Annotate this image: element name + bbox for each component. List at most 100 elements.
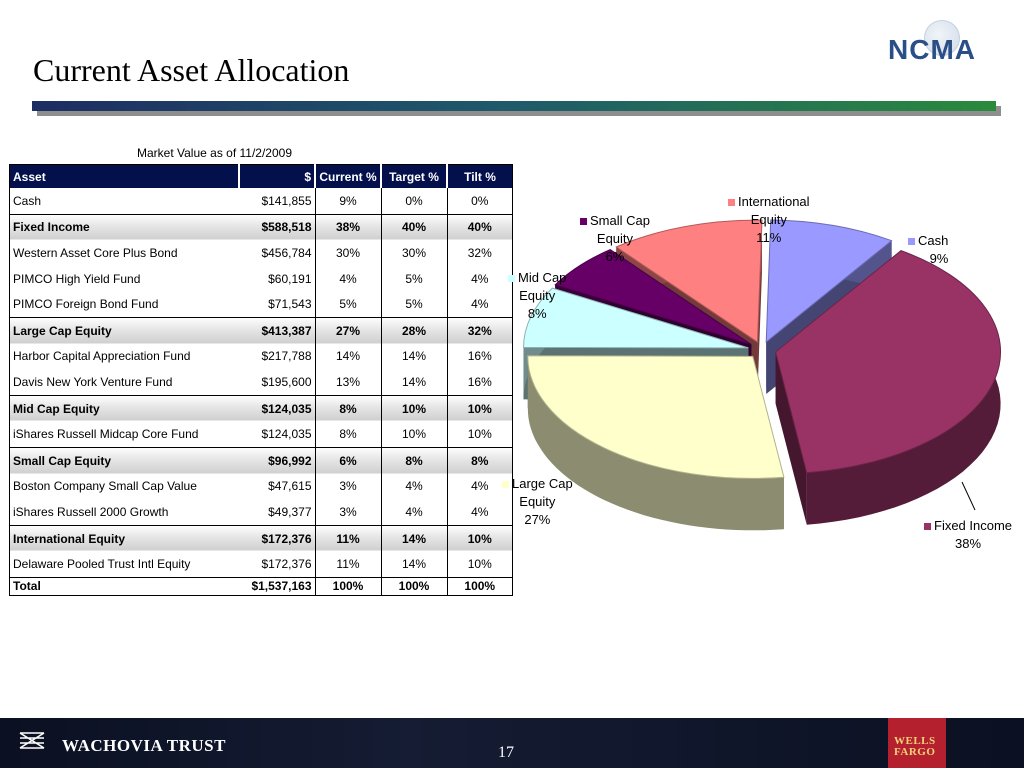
pie-slice-small-cap-equity [554, 249, 752, 346]
cell-target: 10% [381, 395, 448, 422]
label-cash: Cash 9% [908, 232, 948, 268]
cell-asset: Small Cap Equity [9, 447, 239, 474]
cell-target: 14% [381, 369, 448, 396]
cell-value: $172,376 [239, 551, 316, 578]
table-row: Delaware Pooled Trust Intl Equity $172,37… [10, 551, 513, 578]
wachovia-logo-icon [19, 732, 45, 749]
cell-target: 5% [381, 265, 448, 292]
cell-asset: Boston Company Small Cap Value [13, 479, 197, 494]
cell-current: 8% [315, 395, 382, 422]
ncma-logo-text: NCMA [888, 34, 976, 65]
pie-chart-svg [522, 219, 1002, 531]
cell-current: 3% [315, 499, 382, 526]
cell-tilt: 10% [447, 525, 513, 552]
legend-international-swatch [728, 199, 735, 207]
cell-current: 30% [315, 240, 382, 266]
title-bar-shadow [37, 106, 1001, 116]
cell-current: 6% [315, 447, 382, 474]
cell-current: 14% [315, 343, 382, 370]
table-row: Cash $141,855 9% 0% 0% [9, 188, 513, 215]
footer-brand: WACHOVIA TRUST [62, 736, 226, 755]
cell-asset: iShares Russell 2000 Growth [9, 499, 239, 526]
pie-chart: International Equity 11% Small Cap Equit… [500, 180, 1020, 560]
page-number: 17 [498, 744, 514, 761]
cell-asset: Mid Cap Equity [9, 395, 239, 422]
cell-asset: Harbor Capital Appreciation Fund [13, 349, 191, 364]
cell-tilt: 10% [447, 395, 513, 422]
cell-value: $172,376 [239, 525, 316, 552]
cell-value: $96,992 [239, 447, 316, 474]
cell-current: 38% [315, 214, 382, 241]
total-tilt: 100% [447, 576, 513, 596]
cell-current: 13% [315, 369, 382, 396]
label-fixed-income: Fixed Income 38% [924, 517, 1012, 553]
cell-target: 4% [381, 499, 448, 526]
cell-value: $195,600 [239, 369, 316, 396]
legend-small-cap-swatch [580, 218, 587, 226]
cell-asset: International Equity [9, 525, 239, 552]
cell-target: 14% [381, 551, 448, 578]
table-row: PIMCO High Yield Fund $60,191 4% 5% 4% [10, 265, 513, 292]
cell-tilt: 4% [471, 479, 489, 494]
cell-asset: Fixed Income [9, 214, 239, 241]
legend-cash-swatch [908, 238, 915, 246]
cell-tilt: 16% [467, 349, 492, 364]
table-row: Harbor Capital Appreciation Fund $217,788… [10, 343, 513, 370]
table-row: Davis New York Venture Fund $195,600 13% 14… [9, 369, 513, 396]
cell-tilt: 4% [447, 499, 513, 526]
legend-mid-cap-swatch [508, 275, 515, 283]
cell-value: $124,035 [239, 395, 316, 422]
market-value-label: Market Value as of 11/2/2009 [137, 146, 292, 160]
header-dollar: $ [239, 164, 316, 188]
cell-value: $71,543 [239, 291, 316, 318]
table-row: PIMCO Foreign Bond Fund $71,543 5% 5% 4% [9, 291, 513, 318]
cell-target: 10% [381, 421, 448, 448]
cell-tilt: 4% [447, 291, 513, 318]
pie-slice-mid-cap-equity [522, 287, 749, 349]
cell-tilt: 32% [467, 245, 492, 260]
table-row: International Equity $172,376 11% 14% 10% [9, 525, 513, 552]
fixed-income-leader-line [961, 481, 976, 511]
total-target: 100% [381, 576, 448, 596]
cell-current: 27% [315, 317, 382, 344]
cell-value: $413,387 [239, 317, 316, 344]
cell-tilt: 32% [447, 317, 513, 344]
wells-fargo-logo [888, 718, 946, 768]
title-bar [32, 101, 996, 111]
cell-tilt: 0% [447, 188, 513, 215]
wells-fargo-logo-text: WELLS FARGO [894, 735, 936, 758]
cell-current: 5% [315, 291, 382, 318]
cell-target: 30% [381, 240, 448, 266]
cell-value: $456,784 [239, 240, 316, 266]
header-tilt: Tilt % [447, 164, 513, 188]
table-row: iShares Russell 2000 Growth $49,377 3% 4% 4% [9, 499, 513, 526]
label-mid-cap: Mid Cap Equity 8% [508, 269, 566, 323]
cell-target: 0% [381, 188, 448, 215]
header-current: Current % [315, 164, 382, 188]
cell-value: $141,855 [239, 188, 316, 215]
cell-target: 8% [381, 447, 448, 474]
pie-slice-side-large-cap-equity [527, 355, 784, 531]
cell-current: 9% [315, 188, 382, 215]
table-row: Mid Cap Equity $124,035 8% 10% 10% [9, 395, 513, 422]
total-current: 100% [315, 576, 382, 596]
cell-asset: Western Asset Core Plus Bond [13, 245, 178, 260]
cell-current: 8% [315, 421, 382, 448]
pie-slice-international-equity [615, 219, 763, 343]
cell-asset: PIMCO High Yield Fund [13, 271, 141, 286]
cell-tilt: 4% [471, 271, 489, 286]
table-row: Western Asset Core Plus Bond $456,784 30% 3… [10, 240, 513, 266]
pie-slice-cash [765, 219, 893, 344]
page-title: Current Asset Allocation [33, 52, 350, 88]
cell-asset: Large Cap Equity [9, 317, 239, 344]
cell-tilt: 40% [447, 214, 513, 241]
cell-target: 28% [381, 317, 448, 344]
pie-slice-fixed-income [775, 250, 1002, 474]
table-header-row: Asset $ Current % Target % Tilt % [9, 164, 513, 188]
legend-large-cap-swatch [502, 481, 509, 489]
cell-value: $60,191 [239, 265, 316, 292]
legend-fixed-income-swatch [924, 523, 931, 531]
header-asset: Asset [9, 164, 240, 188]
globe-icon [924, 20, 960, 56]
footer-bar [0, 718, 1024, 768]
